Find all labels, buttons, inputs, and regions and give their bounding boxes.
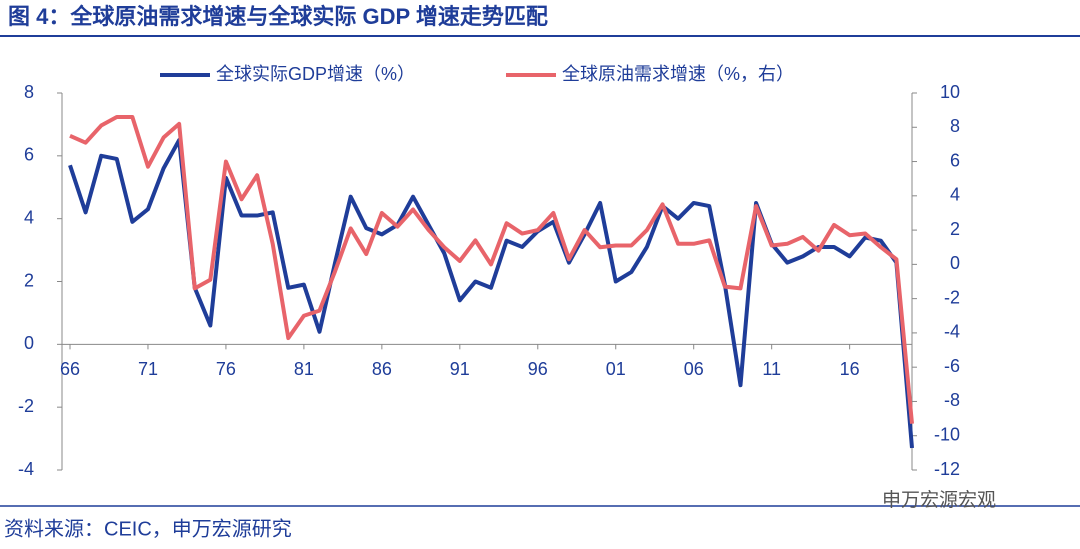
series-line — [68, 138, 914, 449]
x-tick-label: 91 — [450, 359, 470, 379]
watermark: 申万宏源宏观 — [882, 489, 996, 511]
y2-tick-label: -12 — [934, 459, 960, 479]
x-tick-label: 96 — [528, 359, 548, 379]
x-tick-label: 16 — [840, 359, 860, 379]
x-tick-label: 76 — [216, 359, 236, 379]
y2-tick-label: -6 — [944, 356, 960, 376]
y2-tick-label: -2 — [944, 287, 960, 307]
y2-tick-label: -10 — [934, 424, 960, 444]
legend-label: 全球原油需求增速（%，右） — [562, 64, 794, 84]
x-tick-label: 66 — [60, 359, 80, 379]
x-tick-label: 81 — [294, 359, 314, 379]
source: 资料来源：CEIC，申万宏源研究 — [4, 517, 292, 540]
y2-tick-label: 4 — [950, 185, 960, 205]
legend-label: 全球实际GDP增速（%） — [216, 64, 415, 84]
x-tick-label: 11 — [762, 359, 781, 379]
y-tick-label: -2 — [18, 396, 34, 416]
x-tick-label: 71 — [138, 359, 158, 379]
x-tick-label: 86 — [372, 359, 392, 379]
y-tick-label: 0 — [24, 333, 34, 353]
y2-tick-label: 10 — [940, 82, 960, 102]
x-tick-label: 06 — [684, 359, 704, 379]
y2-tick-label: 6 — [950, 150, 960, 170]
y2-tick-label: 0 — [950, 253, 960, 273]
y-tick-label: 8 — [24, 82, 34, 102]
series-line — [69, 114, 914, 424]
y-tick-label: 4 — [24, 207, 34, 227]
chart-title: 图 4：全球原油需求增速与全球实际 GDP 增速走势匹配 — [8, 4, 548, 29]
y2-tick-label: 8 — [950, 116, 960, 136]
y-tick-label: 2 — [24, 270, 34, 290]
y2-tick-label: 2 — [950, 219, 960, 239]
x-tick-label: 01 — [606, 359, 626, 379]
y-tick-label: 6 — [24, 145, 34, 165]
y-tick-label: -4 — [18, 459, 34, 479]
y2-tick-label: -8 — [944, 390, 960, 410]
y2-tick-label: -4 — [944, 322, 960, 342]
